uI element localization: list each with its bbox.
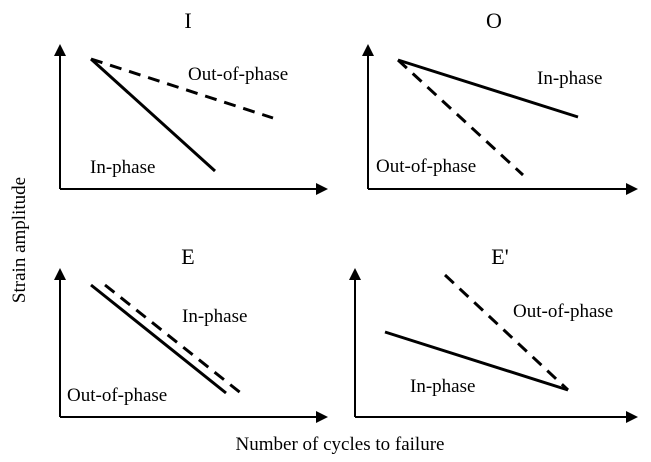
y-axis-label: Strain amplitude: [9, 177, 30, 303]
axes: [349, 268, 638, 423]
x-axis-label: Number of cycles to failure: [236, 434, 445, 455]
series-line-in-phase: [105, 285, 242, 394]
panel-e: E In-phase Out-of-phase: [54, 244, 328, 423]
x-axis-arrow: [626, 183, 638, 195]
y-axis-arrow: [362, 44, 374, 56]
y-axis-arrow: [349, 268, 361, 280]
series-label-in-phase: In-phase: [182, 306, 247, 327]
y-axis-arrow: [54, 44, 66, 56]
panel-title: O: [486, 8, 502, 33]
panel-e-prime: E' Out-of-phase In-phase: [349, 244, 638, 423]
panel-title: I: [184, 8, 191, 33]
panel-title: E': [491, 244, 508, 269]
series-label-out-of-phase: Out-of-phase: [188, 64, 288, 85]
x-axis-arrow: [316, 183, 328, 195]
y-axis-arrow: [54, 268, 66, 280]
panel-title: E: [181, 244, 194, 269]
x-axis-arrow: [316, 411, 328, 423]
series-label-in-phase: In-phase: [410, 376, 475, 397]
series-label-out-of-phase: Out-of-phase: [376, 156, 476, 177]
series-line-out-of-phase: [445, 275, 568, 390]
panel-i: I Out-of-phase In-phase: [54, 8, 328, 195]
series-label-in-phase: In-phase: [537, 68, 602, 89]
series-line-out-of-phase: [91, 285, 226, 393]
x-axis-arrow: [626, 411, 638, 423]
series-label-in-phase: In-phase: [90, 157, 155, 178]
series-label-out-of-phase: Out-of-phase: [513, 301, 613, 322]
series-label-out-of-phase: Out-of-phase: [67, 385, 167, 406]
panel-o: O In-phase Out-of-phase: [362, 8, 638, 195]
